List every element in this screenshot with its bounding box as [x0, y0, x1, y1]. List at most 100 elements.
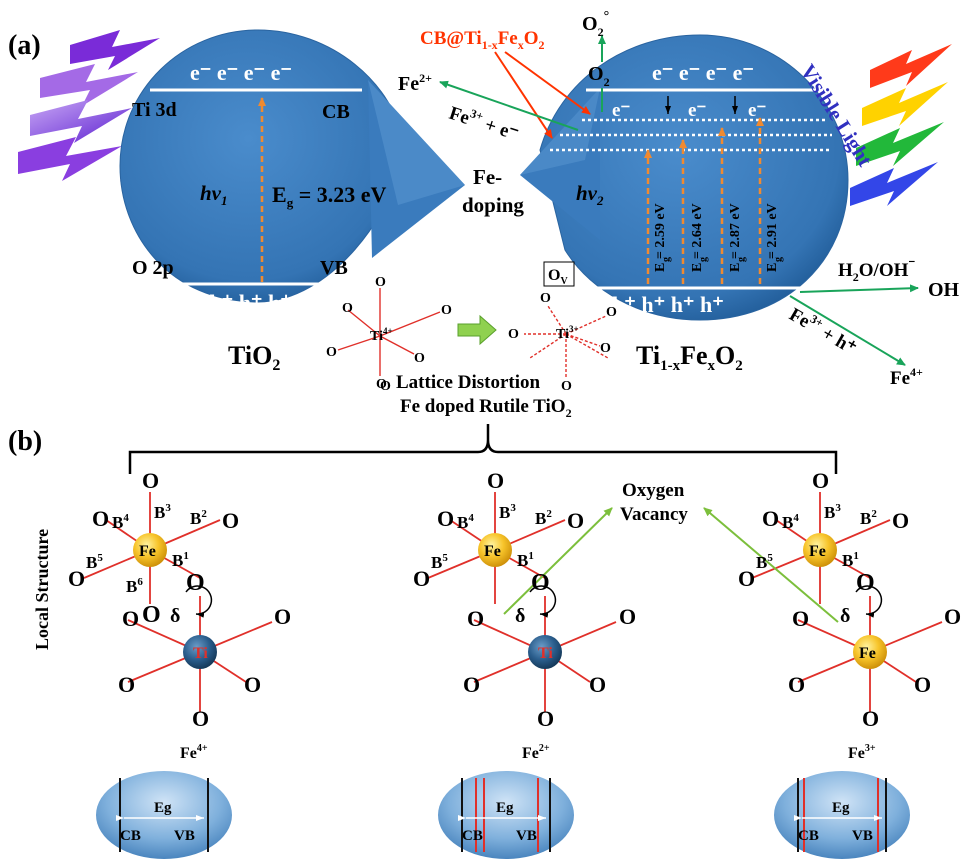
o-ti3-3: O: [508, 327, 519, 342]
s3-b3: B3: [824, 502, 841, 522]
s3-b4: B4: [782, 512, 799, 532]
ov-box: [543, 261, 575, 287]
trap-e-1: e⁻: [612, 100, 630, 121]
right-holes: h⁺ h⁺ h⁺ h⁺: [612, 292, 724, 317]
s1-b4: B4: [112, 512, 129, 532]
hv1-label: hν1: [200, 181, 228, 208]
s2-lo-left: O: [463, 672, 480, 697]
s3-fe-label: Fe: [809, 543, 826, 560]
h2o-to-oh-arrow: [799, 284, 919, 293]
ti3-octahedron: [524, 305, 609, 378]
s2-b1: B1: [517, 550, 534, 570]
vacancy-arrow-left: [503, 507, 613, 615]
ti4-octahedron: [337, 288, 441, 376]
h2o-label: H2O/OH⁻: [838, 256, 915, 284]
o-ti3-5: O: [561, 379, 572, 394]
s2-o-b5: O: [413, 566, 430, 591]
tio2-electrons: e⁻ e⁻ e⁻ e⁻: [190, 60, 292, 85]
o-ti4-4: O: [326, 345, 337, 360]
o-ti3-4: O: [600, 341, 611, 356]
s1-fe-label: Fe: [139, 543, 156, 560]
fe3-band-diagram: Eg CB VB: [774, 771, 910, 859]
s3-lower-label: Fe: [859, 645, 876, 662]
s1-o-top: O: [142, 468, 159, 493]
fe4-vb-label: VB: [174, 828, 195, 844]
s3-o-b2: O: [892, 508, 909, 533]
fe4-eg-label: Eg: [154, 800, 172, 816]
fe2plus-label: Fe2+: [398, 71, 432, 95]
fe3-vb-label: VB: [852, 828, 873, 844]
eg-left-label: Eg = 3.23 eV: [272, 182, 386, 210]
panel-b-label: (b): [8, 426, 42, 457]
s3-o-b5: O: [738, 566, 755, 591]
s2-lo-upleft: O: [467, 606, 484, 631]
fe2-band-diagram: Eg CB VB: [438, 771, 574, 859]
o-ti3-1: O: [540, 291, 551, 306]
panel-b-bracket: [128, 424, 838, 474]
gap-2-91: E = 2.91 eV: [765, 203, 780, 272]
s1-lo-right: O: [274, 604, 291, 629]
s1-b1: B1: [172, 550, 189, 570]
trap-e-3: e⁻: [748, 100, 766, 121]
s3-o-b4: O: [762, 506, 779, 531]
s1-lo-upleft: O: [122, 606, 139, 631]
fe2-cb-label: CB: [462, 828, 483, 844]
ti1xfexo2-sphere: [520, 34, 849, 321]
fe4-cb-label: CB: [120, 828, 141, 844]
fe2-vb-label: VB: [516, 828, 537, 844]
s2-b4: B4: [457, 512, 474, 532]
o2p-label: O 2p: [132, 257, 174, 279]
s1-b2: B2: [190, 508, 207, 528]
o-ti4-3: O: [441, 303, 452, 318]
cb-at-label: CB@Ti1-xFexO2: [420, 28, 545, 52]
ov-label: OV: [548, 267, 568, 287]
cb-label-left: CB: [322, 101, 350, 123]
right-electrons: e⁻ e⁻ e⁻ e⁻: [652, 60, 754, 85]
gap-sub-4: g: [773, 257, 784, 262]
o2-radical-label: O2°: [582, 9, 609, 39]
fe-rutile-label: Fe doped Rutile TiO2: [400, 396, 572, 420]
s2-o-bridge: O: [531, 570, 550, 596]
s2-o-b4: O: [437, 506, 454, 531]
s2-o-top: O: [487, 468, 504, 493]
structure-fe3: [751, 492, 943, 712]
s3-delta: δ: [840, 605, 850, 627]
fe3-h-label: Fe3+ + h⁺: [786, 302, 862, 360]
s3-b5: B5: [756, 552, 773, 572]
state-fe2-label: Fe2+: [522, 743, 550, 762]
s3-lo-right: O: [944, 604, 961, 629]
s1-o-bridge: O: [186, 570, 205, 596]
gap-sub-2: g: [698, 257, 709, 262]
structure-fe2: [427, 492, 617, 712]
vacancy-arrow-right: [703, 507, 839, 623]
fe4plus-label: Fe4+: [890, 365, 923, 389]
s2-o-b2: O: [567, 508, 584, 533]
hv2-label: hν2: [576, 181, 604, 208]
s1-lo-left: O: [118, 672, 135, 697]
local-structure-label: Local Structure: [32, 529, 52, 650]
s2-lo-downright: O: [589, 672, 606, 697]
s1-delta: δ: [170, 605, 180, 627]
o-ti3-2: O: [606, 305, 617, 320]
ti4-label: Ti4+: [370, 326, 393, 344]
s1-lower-label: Ti: [193, 645, 208, 662]
o2-label: O2: [588, 63, 610, 89]
ti1xfexo2-name: Ti1-xFexO2: [636, 341, 743, 374]
o-ti4-1: O: [375, 275, 386, 290]
state-fe3-label: Fe3+: [848, 743, 876, 762]
s2-b2: B2: [535, 508, 552, 528]
s1-b3: B3: [154, 502, 171, 522]
o-lattice-left: O: [380, 379, 391, 394]
fe3-cb-label: CB: [798, 828, 819, 844]
s2-b5: B5: [431, 552, 448, 572]
gap-sub-3: g: [736, 257, 747, 262]
s3-lo-left: O: [788, 672, 805, 697]
state-fe4-label: Fe4+: [180, 743, 208, 762]
fe-doping-line2: doping: [462, 193, 524, 217]
oxygen-vacancy-line1: Oxygen: [622, 480, 685, 501]
s3-lo-bottom: O: [862, 706, 879, 731]
structure-fe4: [83, 492, 273, 712]
s1-o-b2: O: [222, 508, 239, 533]
